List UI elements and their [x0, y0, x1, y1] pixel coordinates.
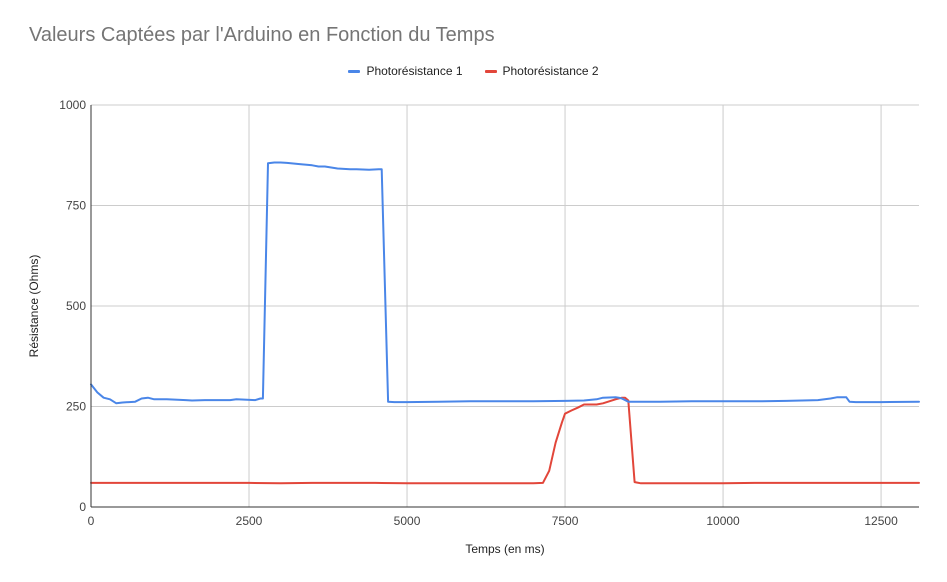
x-tick-label: 12500: [864, 514, 898, 528]
legend-label-series-1: Photorésistance 1: [366, 64, 463, 78]
legend-swatch-series-1: [348, 69, 361, 73]
grid-lines: [91, 104, 919, 507]
y-tick-label: 250: [66, 400, 86, 414]
y-tick-label: 1000: [59, 98, 86, 112]
y-tick-label: 750: [66, 199, 86, 213]
series-lines: [90, 161, 920, 485]
y-tick-label: 0: [79, 500, 86, 514]
series-line-1[interactable]: [90, 161, 920, 405]
legend-item-series-1[interactable]: Photorésistance 1: [348, 64, 463, 78]
legend-item-series-2[interactable]: Photorésistance 2: [484, 64, 599, 78]
x-tick-label: 0: [88, 514, 95, 528]
y-tick-label: 500: [66, 299, 86, 313]
x-tick-label: 7500: [552, 514, 579, 528]
x-tick-label: 2500: [236, 514, 263, 528]
x-tick-label: 10000: [706, 514, 740, 528]
chart-title: Valeurs Captées par l'Arduino en Fonctio…: [29, 24, 495, 46]
legend: Photorésistance 1 Photorésistance 2: [0, 64, 947, 78]
series-line-2[interactable]: [90, 396, 920, 485]
x-axis-label: Temps (en ms): [465, 542, 544, 556]
y-axis-label: Résistance (Ohms): [27, 255, 41, 358]
legend-swatch-series-2: [484, 69, 497, 73]
legend-label-series-2: Photorésistance 2: [502, 64, 599, 78]
x-tick-label: 5000: [394, 514, 421, 528]
